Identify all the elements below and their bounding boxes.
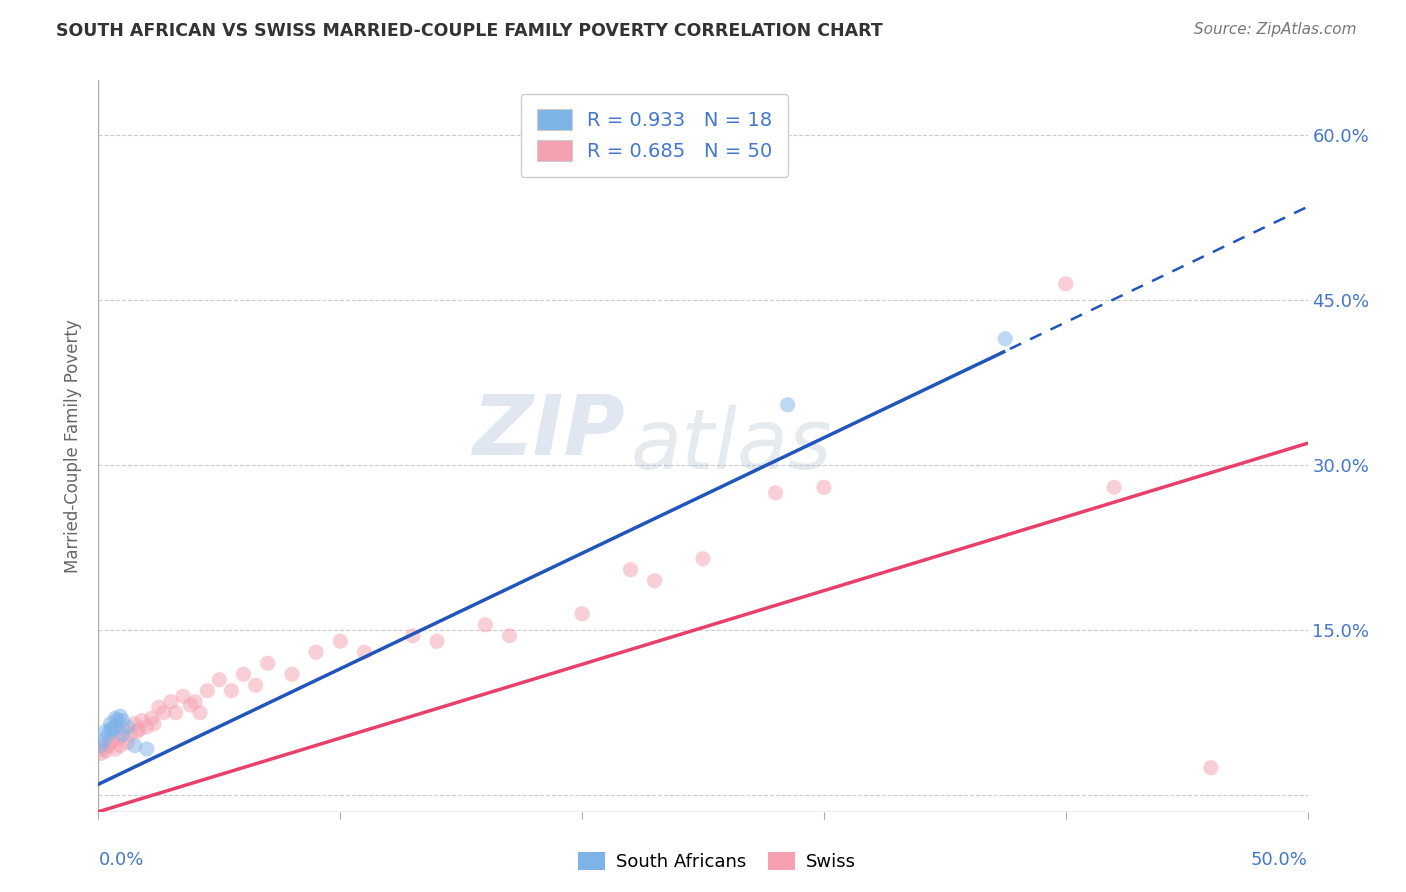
Point [135, 742, 157, 756]
Point [111, 714, 134, 728]
Point [107, 714, 129, 728]
Point [100, 716, 122, 731]
Point [1054, 277, 1077, 291]
Point [208, 673, 231, 687]
Point [108, 709, 131, 723]
Point [101, 733, 124, 747]
Point [994, 332, 1017, 346]
Point [776, 398, 799, 412]
Point [765, 485, 787, 500]
Point [221, 683, 243, 698]
Point [305, 645, 328, 659]
Text: SOUTH AFRICAN VS SWISS MARRIED-COUPLE FAMILY POVERTY CORRELATION CHART: SOUTH AFRICAN VS SWISS MARRIED-COUPLE FA… [56, 22, 883, 40]
Text: Source: ZipAtlas.com: Source: ZipAtlas.com [1194, 22, 1357, 37]
Point [281, 667, 304, 681]
Point [692, 551, 714, 566]
Point [1102, 480, 1125, 494]
Point [188, 706, 211, 720]
Point [97, 739, 120, 753]
Point [111, 723, 134, 737]
Point [619, 563, 641, 577]
Point [117, 735, 139, 749]
Point [108, 739, 131, 753]
Point [148, 700, 170, 714]
Point [104, 720, 127, 734]
Point [644, 574, 666, 588]
Point [128, 723, 150, 737]
Point [100, 723, 122, 737]
Point [94, 724, 117, 739]
Point [124, 739, 146, 753]
Point [90, 739, 112, 753]
Point [104, 742, 127, 756]
Point [141, 711, 163, 725]
Text: atlas: atlas [630, 406, 832, 486]
Text: 0.0%: 0.0% [98, 851, 143, 869]
Point [124, 716, 146, 731]
Point [172, 690, 194, 704]
Point [498, 629, 520, 643]
Point [101, 723, 124, 737]
Point [118, 728, 141, 742]
Point [329, 634, 352, 648]
Point [91, 733, 114, 747]
Point [131, 714, 153, 728]
Point [117, 720, 139, 734]
Point [104, 711, 127, 725]
Point [245, 678, 267, 692]
Point [165, 706, 187, 720]
Point [135, 720, 157, 734]
Text: 50.0%: 50.0% [1251, 851, 1308, 869]
Legend: R = 0.933   N = 18, R = 0.685   N = 50: R = 0.933 N = 18, R = 0.685 N = 50 [522, 94, 789, 177]
Point [127, 724, 149, 739]
Point [97, 728, 120, 742]
Point [813, 480, 835, 494]
Point [143, 716, 166, 731]
Point [100, 735, 122, 749]
Point [184, 695, 207, 709]
Point [426, 634, 449, 648]
Point [94, 744, 117, 758]
Point [402, 629, 425, 643]
Point [107, 731, 129, 745]
Text: ZIP: ZIP [472, 391, 624, 472]
Point [160, 695, 183, 709]
Point [111, 728, 134, 742]
Point [90, 747, 112, 761]
Point [152, 706, 174, 720]
Point [232, 667, 254, 681]
Point [256, 657, 278, 671]
Point [91, 742, 114, 756]
Point [179, 698, 201, 712]
Legend: South Africans, Swiss: South Africans, Swiss [571, 845, 863, 879]
Point [195, 683, 218, 698]
Y-axis label: Married-Couple Family Poverty: Married-Couple Family Poverty [65, 319, 83, 573]
Point [1199, 761, 1222, 775]
Point [353, 645, 375, 659]
Point [571, 607, 593, 621]
Point [474, 617, 496, 632]
